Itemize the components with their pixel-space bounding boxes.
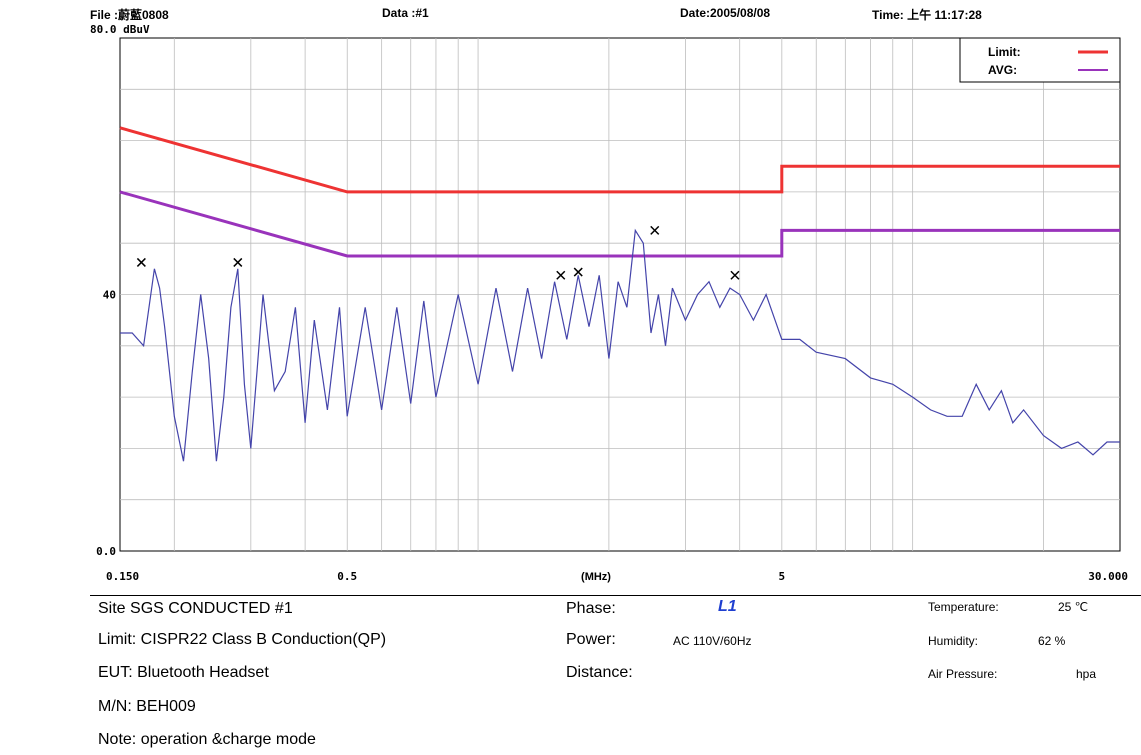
site-text: Site SGS CONDUCTED #1 — [98, 600, 293, 617]
x-tick-label: 0.150 — [106, 570, 139, 583]
phase-value: L1 — [718, 598, 737, 615]
x-tick-label: 0.5 — [337, 570, 357, 583]
note-text: Note: operation &charge mode — [98, 731, 316, 748]
time-label: Time: 上午 11:17:28 — [872, 8, 982, 22]
peak-marker — [136, 257, 146, 267]
legend-box — [959, 37, 1121, 83]
y-tick-label: 0.0 — [96, 545, 116, 558]
series-line-avg — [119, 190, 1120, 258]
x-tick-label: 5 — [779, 570, 786, 583]
temperature-value: 25 ℃ — [1058, 600, 1089, 614]
eut-text: EUT: Bluetooth Headset — [98, 664, 269, 681]
distance-label: Distance: — [566, 664, 633, 681]
pressure-label: Air Pressure: — [928, 667, 998, 681]
emission-chart: 0.0 40 80.0 dBuV 0.150 0.5 5 30.000 (MHz) Limit:… — [90, 23, 1128, 583]
series-line-limit — [119, 126, 1120, 194]
x-tick-label: 30.000 — [1088, 570, 1128, 583]
legend-label: Limit: — [988, 45, 1021, 59]
peak-marker — [556, 270, 566, 280]
date-label: Date:2005/08/08 — [680, 6, 771, 20]
peak-marker — [730, 270, 740, 280]
humidity-value: 62 % — [1038, 634, 1066, 648]
separator-line — [90, 595, 1141, 596]
x-axis-label: (MHz) — [581, 571, 611, 583]
file-label: File :蔚藍0808 — [90, 8, 169, 22]
phase-label: Phase: — [566, 600, 616, 617]
peak-marker — [650, 225, 660, 235]
y-axis-unit-label: 80.0 dBuV — [90, 23, 150, 36]
peak-marker — [573, 267, 583, 277]
pressure-value: hpa — [1076, 667, 1097, 681]
peak-marker — [233, 257, 243, 267]
humidity-label: Humidity: — [928, 634, 979, 648]
power-label: Power: — [566, 631, 616, 648]
power-value: AC 110V/60Hz — [673, 634, 752, 648]
data-label: Data :#1 — [382, 6, 429, 20]
series-line-measurement — [120, 228, 1120, 462]
limit-text: Limit: CISPR22 Class B Conduction(QP) — [98, 631, 387, 648]
mn-text: M/N: BEH009 — [98, 698, 196, 715]
y-tick-label: 40 — [103, 289, 116, 302]
temperature-label: Temperature: — [928, 600, 999, 614]
legend-label: AVG: — [988, 63, 1017, 77]
